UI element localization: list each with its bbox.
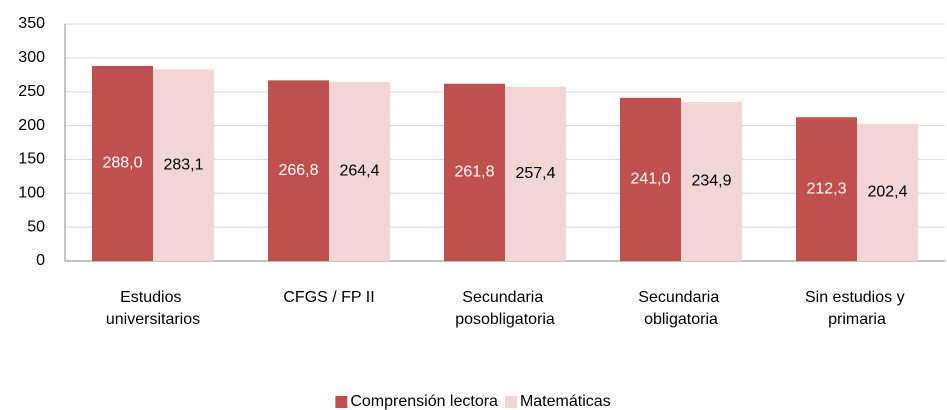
bar bbox=[268, 80, 329, 261]
data-label: 212,3 bbox=[806, 180, 846, 197]
data-label: 234,9 bbox=[691, 173, 731, 190]
data-label: 283,1 bbox=[163, 156, 203, 173]
y-tick-label: 100 bbox=[18, 185, 45, 202]
bar bbox=[505, 86, 566, 261]
y-tick-label: 300 bbox=[18, 49, 45, 66]
x-tick-label: CFGS / FP II bbox=[283, 289, 374, 306]
data-label: 264,4 bbox=[339, 163, 379, 180]
bar bbox=[620, 97, 681, 262]
y-tick-label: 0 bbox=[36, 252, 45, 269]
x-tick-label: Secundaria obligatoria bbox=[638, 289, 723, 328]
bar bbox=[92, 65, 153, 262]
bar bbox=[329, 81, 390, 261]
x-tick-label: Estudios universitarios bbox=[106, 289, 200, 328]
bar bbox=[681, 101, 742, 261]
y-tick-label: 150 bbox=[18, 151, 45, 168]
bar bbox=[796, 117, 857, 261]
data-label: 288,0 bbox=[102, 155, 142, 172]
y-tick-label: 350 bbox=[18, 15, 45, 32]
bar bbox=[153, 69, 214, 261]
x-tick-label: Secundaria posobligatoria bbox=[455, 289, 555, 328]
x-tick-label: Sin estudios y primaria bbox=[805, 289, 909, 328]
legend-label: Matemáticas bbox=[520, 393, 611, 410]
legend-label: Comprensión lectora bbox=[350, 393, 498, 410]
data-label: 241,0 bbox=[630, 171, 670, 188]
data-label: 257,4 bbox=[515, 165, 555, 182]
legend-swatch bbox=[504, 396, 517, 408]
y-tick-label: 200 bbox=[18, 117, 45, 134]
y-tick-label: 50 bbox=[27, 218, 45, 235]
data-label: 266,8 bbox=[278, 162, 318, 179]
bar bbox=[857, 123, 918, 261]
data-label: 261,8 bbox=[454, 164, 494, 181]
bar bbox=[444, 83, 505, 261]
legend-swatch bbox=[335, 396, 348, 408]
data-label: 202,4 bbox=[867, 184, 907, 201]
y-tick-label: 250 bbox=[18, 83, 45, 100]
